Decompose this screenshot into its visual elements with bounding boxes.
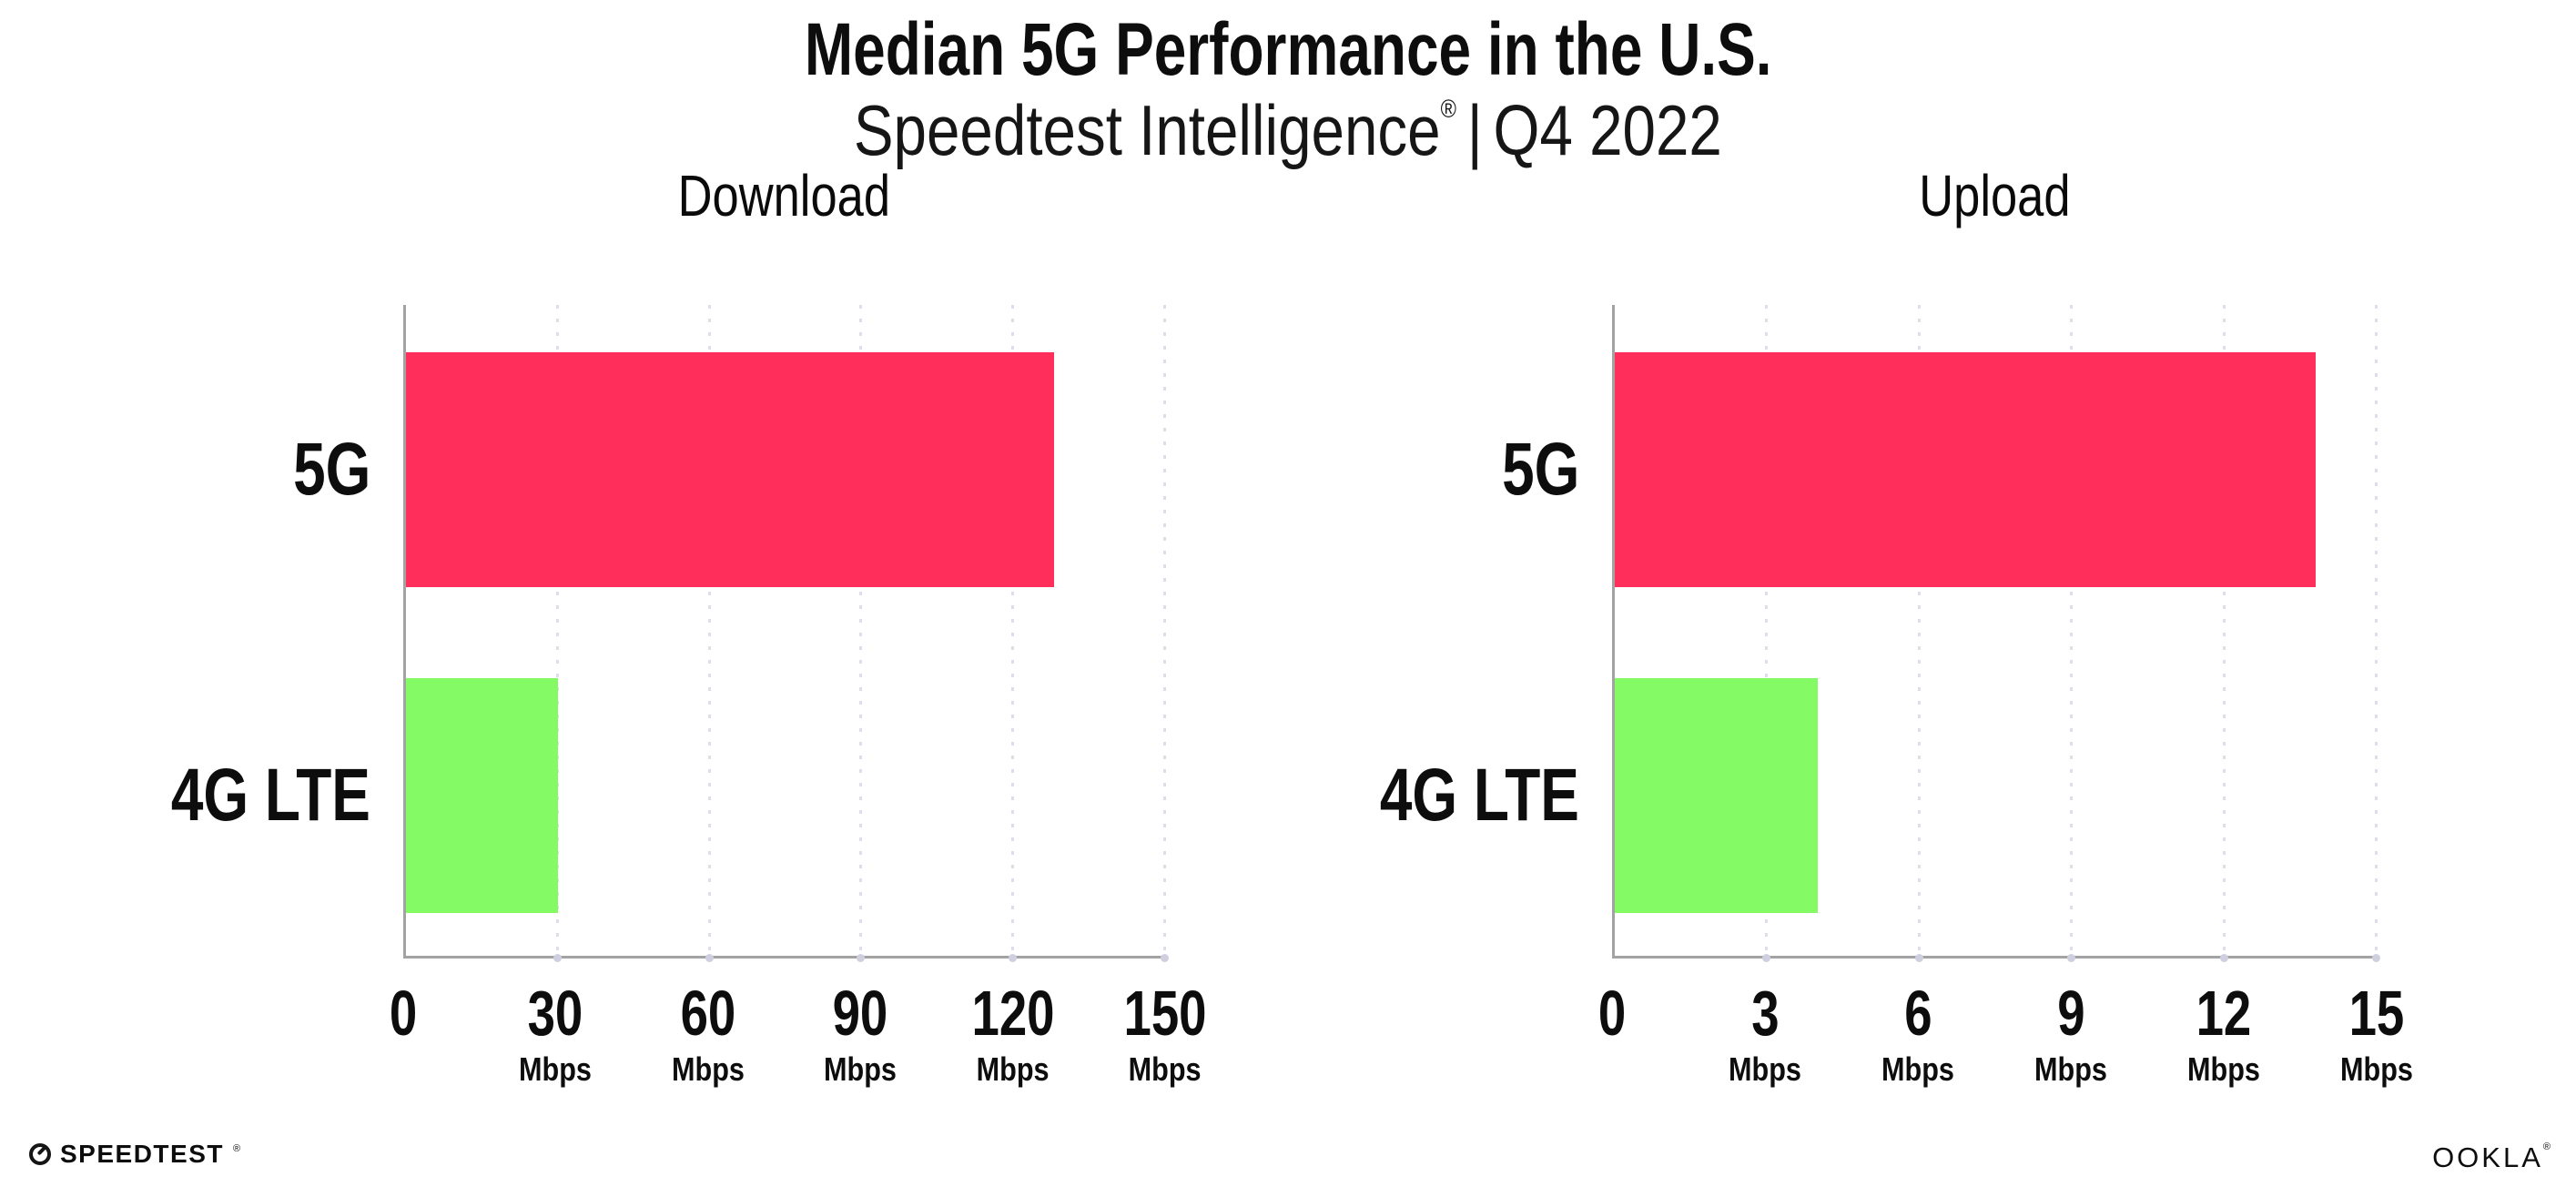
x-tick-value: 0	[1597, 978, 1627, 1049]
x-tick-90: 90 Mbps	[817, 981, 903, 1087]
x-tick-unit: Mbps	[1881, 1050, 1954, 1088]
x-tick-0: 0	[386, 981, 421, 1045]
page-title-text: Median 5G Performance in the U.S.	[804, 8, 1772, 91]
subtitle-separator: |	[1466, 90, 1483, 170]
x-tick-unit: Mbps	[1129, 1050, 1202, 1088]
gridline-15	[2372, 305, 2380, 962]
gridline-150	[1161, 305, 1169, 962]
x-tick-value: 9	[2056, 978, 2085, 1049]
download-category-label-5g-text: 5G	[292, 428, 370, 511]
speedtest-gauge-icon	[29, 1143, 51, 1165]
bar-4g-lte-download	[406, 678, 558, 913]
x-tick-value: 15	[2348, 978, 2405, 1049]
upload-chart-title: Upload	[1612, 167, 2377, 225]
x-tick-15: 15 Mbps	[2334, 981, 2419, 1087]
x-tick-value: 30	[528, 978, 583, 1049]
x-tick-6: 6 Mbps	[1875, 981, 1961, 1087]
x-tick-120: 120 Mbps	[959, 981, 1066, 1087]
x-tick-value: 12	[2196, 978, 2252, 1049]
x-tick-value: 150	[1123, 978, 1207, 1049]
speedtest-wordmark: SPEEDTEST	[60, 1140, 224, 1168]
x-tick-value: 0	[389, 978, 418, 1049]
download-x-axis-ticks: 0 30 Mbps 60 Mbps 90 Mbps 120 Mbps 150 Mbps	[390, 981, 1207, 1118]
x-tick-unit: Mbps	[824, 1050, 898, 1088]
gridline-3	[1762, 305, 1771, 962]
x-tick-unit: Mbps	[1729, 1050, 1801, 1088]
x-tick-12: 12 Mbps	[2181, 981, 2267, 1087]
upload-category-label-4g-lte: 4G LTE	[1270, 758, 1579, 833]
x-tick-value: 120	[971, 978, 1055, 1049]
download-category-label-4g-lte-text: 4G LTE	[170, 754, 370, 837]
ookla-wordmark: OOKLA	[2432, 1141, 2543, 1173]
download-category-label-5g: 5G	[61, 432, 370, 507]
download-chart-title: Download	[403, 167, 1165, 225]
subtitle-registered-mark: ®	[1440, 95, 1457, 123]
upload-category-label-5g: 5G	[1270, 432, 1579, 507]
x-tick-unit: Mbps	[2340, 1050, 2413, 1088]
x-tick-30: 30 Mbps	[512, 981, 598, 1087]
x-tick-0: 0	[1595, 981, 1630, 1045]
upload-plot-area	[1612, 305, 2380, 962]
x-tick-unit: Mbps	[2187, 1050, 2260, 1088]
upload-category-label-5g-text: 5G	[1501, 428, 1579, 511]
gridline-6	[1914, 305, 1923, 962]
speedtest-logo: SPEEDTEST ®	[29, 1141, 240, 1167]
bar-4g-lte-upload	[1615, 678, 1819, 913]
x-tick-value: 60	[680, 978, 736, 1049]
x-tick-value: 3	[1750, 978, 1780, 1049]
x-tick-9: 9 Mbps	[2028, 981, 2114, 1087]
bar-5g-upload	[1615, 352, 2317, 587]
download-category-label-4g-lte: 4G LTE	[61, 758, 370, 833]
page-subtitle: Speedtest Intelligence® | Q4 2022	[0, 95, 2576, 166]
download-chart-title-text: Download	[677, 163, 891, 228]
ookla-logo: OOKLA ®	[2432, 1141, 2551, 1173]
gridline-90	[857, 305, 866, 962]
x-tick-value: 90	[832, 978, 888, 1049]
x-tick-3: 3 Mbps	[1722, 981, 1808, 1087]
download-plot-area	[403, 305, 1169, 962]
gridline-12	[2219, 305, 2228, 962]
x-tick-60: 60 Mbps	[665, 981, 751, 1087]
x-tick-unit: Mbps	[671, 1050, 745, 1088]
upload-x-axis-ticks: 0 3 Mbps 6 Mbps 9 Mbps 12 Mbps 15 Mbps	[1598, 981, 2413, 1118]
x-tick-value: 6	[1903, 978, 1932, 1049]
bar-5g-download	[406, 352, 1054, 587]
x-tick-150: 150 Mbps	[1112, 981, 1219, 1087]
subtitle-brand: Speedtest Intelligence	[853, 90, 1441, 170]
speedtest-registered-mark: ®	[232, 1143, 241, 1154]
ookla-registered-mark: ®	[2542, 1141, 2551, 1152]
gridline-120	[1009, 305, 1018, 962]
x-tick-unit: Mbps	[2034, 1050, 2107, 1088]
page-title: Median 5G Performance in the U.S.	[0, 13, 2576, 87]
gridline-30	[553, 305, 562, 962]
upload-category-label-4g-lte-text: 4G LTE	[1379, 754, 1579, 837]
x-tick-unit: Mbps	[519, 1050, 593, 1088]
x-tick-unit: Mbps	[976, 1050, 1050, 1088]
gridline-60	[705, 305, 714, 962]
upload-chart-title-text: Upload	[1918, 163, 2071, 228]
gridline-9	[2067, 305, 2076, 962]
subtitle-period: Q4 2022	[1493, 90, 1722, 170]
